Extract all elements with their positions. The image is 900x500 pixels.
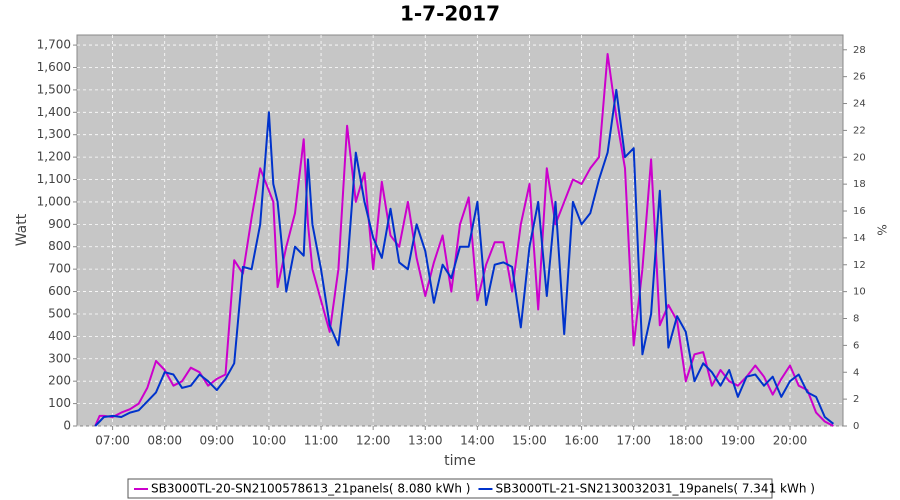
y-tick-label: 1,200 [37, 150, 71, 164]
y-tick-label: 500 [48, 306, 71, 320]
y2-tick-label: 22 [853, 125, 866, 136]
y2-axis-label: % [875, 224, 889, 235]
x-tick-label: 20:00 [773, 434, 808, 448]
x-tick-label: 11:00 [304, 434, 339, 448]
x-tick-label: 13:00 [408, 434, 443, 448]
y2-tick-label: 18 [853, 179, 866, 190]
y-tick-label: 700 [48, 262, 71, 276]
x-tick-label: 17:00 [616, 434, 651, 448]
y-tick-label: 1,000 [37, 194, 71, 208]
x-tick-label: 15:00 [512, 434, 547, 448]
y2-tick-label: 14 [853, 233, 866, 244]
y-tick-label: 1,700 [37, 38, 71, 52]
x-tick-label: 14:00 [460, 434, 495, 448]
x-axis-label: time [444, 453, 476, 469]
x-tick-label: 08:00 [147, 434, 182, 448]
x-tick-label: 16:00 [564, 434, 599, 448]
y2-tick-label: 6 [853, 340, 859, 351]
y2-tick-label: 12 [853, 260, 866, 271]
y-tick-label: 800 [48, 239, 71, 253]
y2-tick-label: 0 [853, 421, 859, 432]
x-tick-label: 19:00 [721, 434, 756, 448]
y2-tick-label: 28 [853, 45, 866, 56]
y-tick-label: 600 [48, 284, 71, 298]
y2-tick-label: 16 [853, 206, 866, 217]
series-line [94, 53, 834, 427]
y2-tick-label: 10 [853, 287, 866, 298]
y-tick-label: 1,500 [37, 82, 71, 96]
y-tick-label: 0 [63, 419, 71, 433]
y-tick-label: 300 [48, 351, 71, 365]
legend-box [127, 478, 773, 499]
x-tick-label: 09:00 [200, 434, 235, 448]
y2-tick-label: 4 [853, 367, 859, 378]
legend-label: SB3000TL-20-SN2100578613_21panels( 8.080… [151, 482, 470, 496]
y-tick-label: 400 [48, 329, 71, 343]
y2-tick-label: 8 [853, 314, 859, 325]
y-tick-label: 900 [48, 217, 71, 231]
y-tick-label: 100 [48, 396, 71, 410]
y2-tick-label: 2 [853, 394, 859, 405]
y2-tick-label: 26 [853, 72, 866, 83]
chart-title: 1-7-2017 [400, 2, 500, 26]
x-tick-label: 10:00 [252, 434, 287, 448]
y-axis-label: Watt [14, 213, 30, 246]
y2-tick-label: 20 [853, 152, 866, 163]
y-tick-label: 1,100 [37, 172, 71, 186]
x-tick-label: 12:00 [356, 434, 391, 448]
y-tick-label: 1,300 [37, 127, 71, 141]
legend: SB3000TL-20-SN2100578613_21panels( 8.080… [127, 478, 815, 499]
y2-tick-label: 24 [853, 99, 866, 110]
x-tick-label: 18:00 [669, 434, 704, 448]
y-tick-label: 1,400 [37, 105, 71, 119]
series-line [94, 88, 835, 427]
legend-label: SB3000TL-21-SN2130032031_19panels( 7.341… [495, 482, 814, 496]
y-tick-label: 1,600 [37, 60, 71, 74]
y-tick-label: 200 [48, 374, 71, 388]
x-tick-label: 07:00 [95, 434, 130, 448]
